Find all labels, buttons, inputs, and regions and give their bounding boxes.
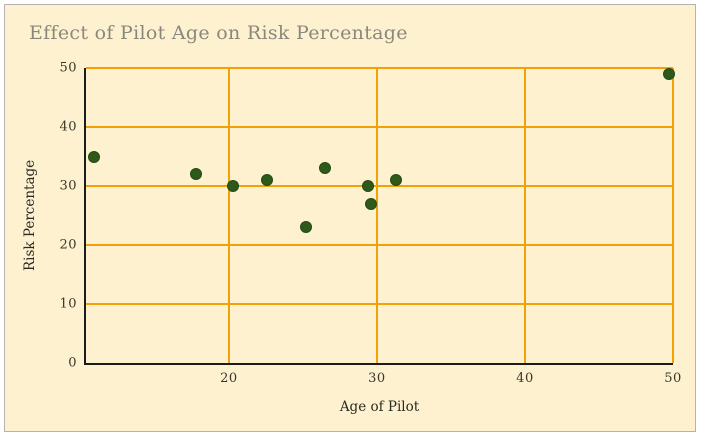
data-point <box>362 180 375 192</box>
data-point <box>299 221 312 234</box>
y-gridline-40 <box>86 126 673 128</box>
y-tick-label-10: 10 <box>59 296 77 312</box>
y-gridline-20 <box>86 244 673 246</box>
data-point <box>364 197 377 210</box>
plot-area: Risk Percentage Age of Pilot 20 30 40 50 0 10… <box>22 61 681 416</box>
y-tick-label-40: 40 <box>59 119 77 135</box>
data-point <box>227 180 240 192</box>
x-tick-label-30: 30 <box>368 371 386 386</box>
data-point <box>88 150 101 163</box>
data-point <box>662 67 675 80</box>
x-axis-title: Age of Pilot <box>339 399 420 415</box>
x-gridline-30 <box>375 68 378 363</box>
y-tick-label-30: 30 <box>59 178 77 194</box>
x-tick-label-20: 20 <box>220 371 238 386</box>
data-point <box>261 174 274 187</box>
data-point <box>319 162 332 175</box>
x-gridline-40 <box>523 68 526 363</box>
data-point <box>190 168 203 181</box>
y-tick-label-0: 0 <box>68 355 77 371</box>
x-gridline-50 <box>672 68 674 363</box>
y-tick-label-20: 20 <box>59 237 77 253</box>
y-tick-label-50: 50 <box>59 60 77 76</box>
x-tick-label-50: 50 <box>664 371 682 386</box>
y-axis-title: Risk Percentage <box>22 159 38 272</box>
data-point <box>390 174 403 187</box>
y-gridline-50 <box>86 67 673 69</box>
chart-title: Effect of Pilot Age on Risk Percentage <box>29 22 408 44</box>
y-gridline-10 <box>86 303 673 305</box>
x-tick-label-40: 40 <box>516 371 534 386</box>
y-gridline-30 <box>86 185 673 187</box>
chart-card: Effect of Pilot Age on Risk Percentage R… <box>4 4 696 432</box>
x-gridline-20 <box>227 68 230 363</box>
